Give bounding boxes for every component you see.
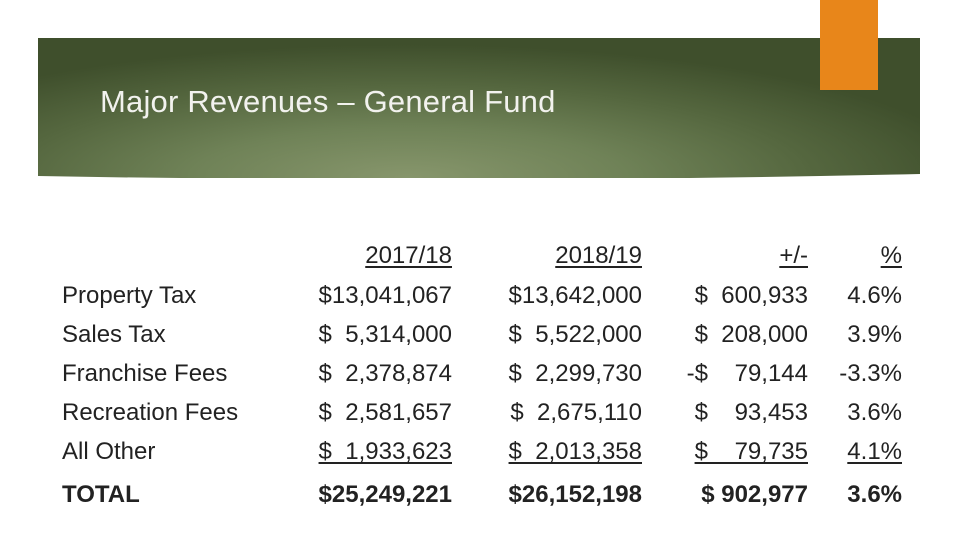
row-fy1718: $ 2,378,874: [318, 360, 452, 387]
title-banner: [38, 38, 920, 178]
total-fy1718: $25,249,221: [318, 481, 452, 508]
row-percent: 3.9%: [847, 321, 902, 348]
row-change: $ 79,735: [694, 438, 808, 465]
header-change: +/-: [779, 242, 808, 269]
row-fy1819: $ 2,013,358: [508, 438, 642, 465]
row-change: -$ 79,144: [686, 360, 808, 387]
row-change: $ 208,000: [694, 321, 808, 348]
row-label: All Other: [62, 438, 156, 465]
accent-bar: [820, 0, 878, 90]
slide-title: Major Revenues – General Fund: [100, 84, 556, 119]
row-fy1819: $13,642,000: [508, 282, 642, 309]
total-label: TOTAL: [62, 481, 140, 508]
row-percent: -3.3%: [839, 360, 902, 387]
row-fy1718: $ 1,933,623: [318, 438, 452, 465]
total-change: $ 902,977: [701, 481, 808, 508]
row-fy1819: $ 5,522,000: [508, 321, 642, 348]
row-fy1718: $13,041,067: [318, 282, 452, 309]
header-2017-18: 2017/18: [365, 242, 452, 269]
header-2018-19: 2018/19: [555, 242, 642, 269]
row-label: Recreation Fees: [62, 399, 239, 426]
row-change: $ 600,933: [694, 282, 808, 309]
row-percent: 3.6%: [847, 399, 902, 426]
row-fy1718: $ 5,314,000: [318, 321, 452, 348]
row-fy1718: $ 2,581,657: [318, 399, 452, 426]
total-percent: 3.6%: [847, 481, 902, 508]
header-percent: %: [880, 242, 902, 269]
row-percent: 4.6%: [847, 282, 902, 309]
row-fy1819: $ 2,299,730: [508, 360, 642, 387]
row-label: Property Tax: [62, 282, 197, 309]
total-fy1819: $26,152,198: [508, 481, 642, 508]
row-change: $ 93,453: [694, 399, 808, 426]
row-label: Franchise Fees: [62, 360, 228, 387]
row-label: Sales Tax: [62, 321, 166, 348]
row-percent: 4.1%: [847, 438, 902, 465]
row-fy1819: $ 2,675,110: [510, 399, 642, 426]
